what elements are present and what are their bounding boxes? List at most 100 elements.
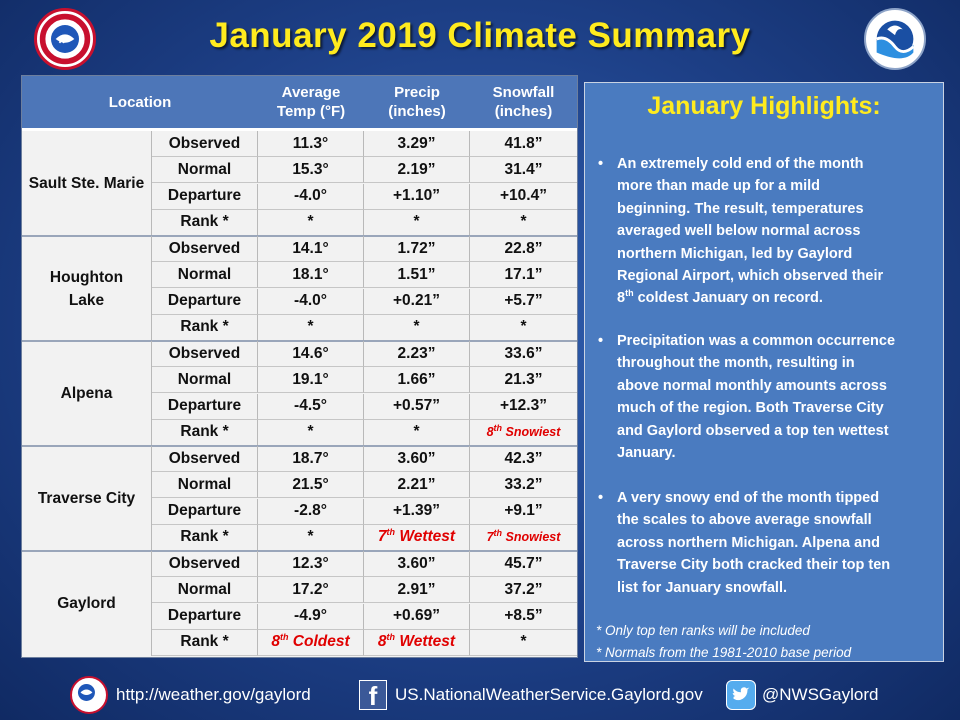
cell-precip: 8th Wettest <box>364 629 470 656</box>
highlight-line: Precipitation was a common occurrence <box>617 333 896 349</box>
row-label: Departure <box>152 183 258 210</box>
facebook-link[interactable]: US.NationalWeatherService.Gaylord.gov <box>395 685 703 704</box>
station-name: Traverse City <box>22 446 152 551</box>
cell-precip: * <box>364 209 470 236</box>
cell-precip: 2.21” <box>364 472 470 499</box>
row-label: Observed <box>152 446 258 472</box>
cell-precip: * <box>364 314 470 341</box>
cell-precip: +0.21” <box>364 288 470 315</box>
table-row: Normal 17.2° 2.91” 37.2” <box>22 577 577 604</box>
cell-temp: * <box>258 524 364 551</box>
cell-precip: +1.10” <box>364 183 470 210</box>
cell-snow: 21.3” <box>470 367 577 394</box>
facebook-icon: f <box>359 680 387 710</box>
cell-precip: 3.29” <box>364 131 470 157</box>
row-label: Rank * <box>152 629 258 656</box>
cell-snow: 42.3” <box>470 446 577 472</box>
header-temp: Average Temp (°F) <box>276 84 346 120</box>
row-label: Normal <box>152 157 258 184</box>
cell-snow: 41.8” <box>470 131 577 157</box>
highlight-line: above normal monthly amounts across <box>617 377 887 394</box>
highlight-line: January. <box>617 445 676 462</box>
cell-precip: 2.23” <box>364 341 470 367</box>
twitter-icon <box>726 680 756 710</box>
highlight-bullet: • A very snowy end of the month tipped the… <box>598 487 934 599</box>
footer-twitter[interactable]: @NWSGaylord <box>726 680 878 710</box>
highlight-line: averaged well below normal across <box>617 223 861 240</box>
cell-temp: 18.1° <box>258 262 364 289</box>
climate-table: Location Average Temp (°F) Precip (inches)… <box>21 75 578 658</box>
highlight-bullet: • Precipitation was a common occurrence th… <box>598 330 934 464</box>
cell-temp: 18.7° <box>258 446 364 472</box>
highlight-line: the scales to above average snowfall <box>617 512 872 529</box>
cell-snow: +9.1” <box>470 499 577 525</box>
rank-text: 7th Wettest <box>377 527 456 546</box>
cell-precip: +0.69” <box>364 603 470 630</box>
cell-temp: 21.5° <box>258 472 364 499</box>
bullet-icon: • <box>598 490 604 506</box>
cell-precip: 1.51” <box>364 262 470 289</box>
row-label: Departure <box>152 498 258 525</box>
row-label: Rank * <box>152 209 258 236</box>
row-label: Normal <box>152 577 258 604</box>
cell-temp: 8th Coldest <box>258 629 364 656</box>
cell-precip: 1.66” <box>364 367 470 394</box>
cell-precip: * <box>364 419 470 446</box>
footer-facebook[interactable]: f US.NationalWeatherService.Gaylord.gov <box>359 680 703 710</box>
table-row: Normal 19.1° 1.66” 21.3” <box>22 367 577 394</box>
cell-snow: 31.4” <box>470 157 577 184</box>
header-precip: Precip (inches) <box>388 84 446 120</box>
table-row: Departure -4.9° +0.69” +8.5” <box>22 603 577 630</box>
table-row: Normal 15.3° 2.19” 31.4” <box>22 157 577 184</box>
highlight-line: A very snowy end of the month tipped <box>617 490 880 506</box>
website-link[interactable]: http://weather.gov/gaylord <box>116 685 311 704</box>
cell-snow: +10.4” <box>470 184 577 210</box>
cell-temp: -2.8° <box>258 498 364 525</box>
cell-snow: 7th Snowiest <box>470 525 577 551</box>
rank-text: 7th Snowiest <box>486 528 561 545</box>
cell-snow: 33.6” <box>470 341 577 367</box>
cell-temp: 11.3° <box>258 131 364 157</box>
cell-snow: * <box>470 210 577 236</box>
footer-website[interactable]: http://weather.gov/gaylord <box>70 676 311 714</box>
header-location: Location <box>108 93 172 111</box>
cell-precip: 3.60” <box>364 446 470 472</box>
cell-temp: 14.1° <box>258 236 364 262</box>
cell-precip: 2.19” <box>364 157 470 184</box>
highlight-bullet: • An extremely cold end of the month more … <box>598 153 934 310</box>
cell-snow: 33.2” <box>470 472 577 499</box>
station-name: Sault Ste. Marie <box>22 131 152 236</box>
table-row: Observed 11.3° 3.29” 41.8” <box>22 131 577 157</box>
cell-snow: * <box>470 315 577 341</box>
row-label: Departure <box>152 603 258 630</box>
table-row: Rank * 8th Coldest 8th Wettest * <box>22 629 577 656</box>
row-label: Observed <box>152 236 258 262</box>
row-label: Departure <box>152 393 258 420</box>
bullet-icon: • <box>598 333 604 349</box>
highlights-panel: January Highlights: • An extremely cold e… <box>584 82 944 662</box>
row-label: Observed <box>152 551 258 577</box>
station-name: Gaylord <box>22 551 152 656</box>
cell-precip: 2.91” <box>364 577 470 604</box>
cell-snow: 8th Snowiest <box>470 420 577 446</box>
cell-temp: -4.0° <box>258 288 364 315</box>
cell-temp: 12.3° <box>258 551 364 577</box>
station-name: Alpena <box>22 341 152 446</box>
highlight-line: 8th coldest January on record. <box>617 288 823 307</box>
table-row: Departure -4.0° +1.10” +10.4” <box>22 183 577 210</box>
cell-snow: 22.8” <box>470 236 577 262</box>
cell-snow: 45.7” <box>470 551 577 577</box>
table-row: Departure -4.0° +0.21” +5.7” <box>22 288 577 315</box>
highlight-line: much of the region. Both Traverse City <box>617 400 884 417</box>
table-row: Departure -4.5° +0.57” +12.3” <box>22 393 577 420</box>
row-label: Departure <box>152 288 258 315</box>
table-row: Normal 18.1° 1.51” 17.1” <box>22 262 577 289</box>
table-row: Rank * * * * <box>22 314 577 341</box>
table-row: Departure -2.8° +1.39” +9.1” <box>22 498 577 525</box>
highlight-line: list for January snowfall. <box>617 579 788 596</box>
row-label: Normal <box>152 367 258 394</box>
highlight-line: Traverse City both cracked their top ten <box>617 557 891 574</box>
twitter-handle[interactable]: @NWSGaylord <box>762 685 879 704</box>
header-snowfall: Snowfall (inches) <box>492 84 555 120</box>
row-label: Normal <box>152 262 258 289</box>
